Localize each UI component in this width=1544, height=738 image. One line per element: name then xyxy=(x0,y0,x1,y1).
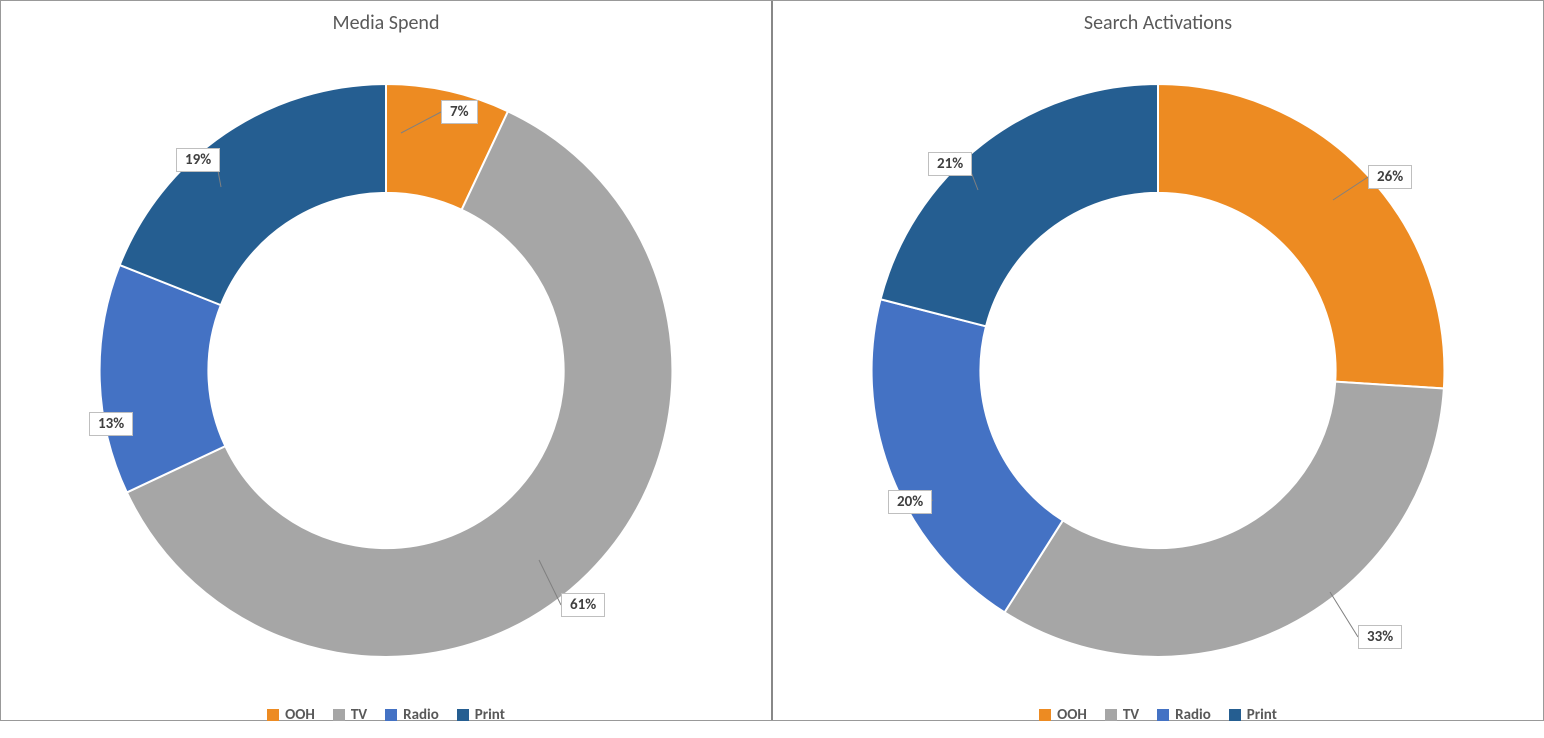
chart-container: Media Spend 7%61%13%19% OOHTVRadioPrint … xyxy=(0,0,1544,721)
legend-label: Print xyxy=(475,706,505,724)
legend-item-print: Print xyxy=(457,706,505,724)
legend-label: OOH xyxy=(285,706,315,724)
legend-label: Radio xyxy=(403,706,439,724)
donut-slice-print xyxy=(881,84,1158,326)
data-label-print: 21% xyxy=(928,152,972,176)
legend-swatch xyxy=(1229,709,1241,721)
legend-swatch xyxy=(333,709,345,721)
legend-swatch xyxy=(457,709,469,721)
legend-label: Radio xyxy=(1175,706,1211,724)
legend-label: TV xyxy=(1123,706,1139,724)
legend-item-print: Print xyxy=(1229,706,1277,724)
panel-media-spend: Media Spend 7%61%13%19% OOHTVRadioPrint xyxy=(1,1,773,720)
data-label-ooh: 26% xyxy=(1368,165,1412,189)
chart-area-1: 26% 33% 20% 21% xyxy=(773,45,1543,696)
data-label-tv: 61% xyxy=(561,593,605,617)
legend-swatch xyxy=(267,709,279,721)
legend-item-radio: Radio xyxy=(1157,706,1211,724)
legend-item-tv: TV xyxy=(333,706,367,724)
data-label-radio: 20% xyxy=(888,490,932,514)
legend-1: OOH TV Radio Print xyxy=(1039,696,1277,738)
legend-0: OOH TV Radio Print xyxy=(267,696,505,738)
donut-slice-tv xyxy=(1005,382,1444,657)
legend-swatch xyxy=(385,709,397,721)
data-label-radio: 13% xyxy=(89,412,133,436)
legend-label: Print xyxy=(1247,706,1277,724)
data-label-tv: 33% xyxy=(1358,625,1402,649)
donut-chart xyxy=(1,45,771,696)
legend-swatch xyxy=(1039,709,1051,721)
legend-item-ooh: OOH xyxy=(1039,706,1087,724)
legend-label: TV xyxy=(351,706,367,724)
chart-title: Media Spend xyxy=(333,11,440,35)
legend-label: OOH xyxy=(1057,706,1087,724)
donut-slice-print xyxy=(120,84,386,305)
legend-swatch xyxy=(1157,709,1169,721)
legend-swatch xyxy=(1105,709,1117,721)
legend-item-ooh: OOH xyxy=(267,706,315,724)
data-label-ooh: 7% xyxy=(441,100,478,124)
legend-item-tv: TV xyxy=(1105,706,1139,724)
chart-area-0: 7% 61% 13% 19% xyxy=(1,45,771,696)
legend-item-radio: Radio xyxy=(385,706,439,724)
donut-chart xyxy=(773,45,1543,696)
chart-title: Search Activations xyxy=(1084,11,1232,35)
donut-slice-radio xyxy=(872,299,1063,612)
panel-search-activations: Search Activations 26%33%20%21% OOHTVRad… xyxy=(773,1,1543,720)
data-label-print: 19% xyxy=(176,148,220,172)
donut-slice-ooh xyxy=(1158,84,1444,388)
